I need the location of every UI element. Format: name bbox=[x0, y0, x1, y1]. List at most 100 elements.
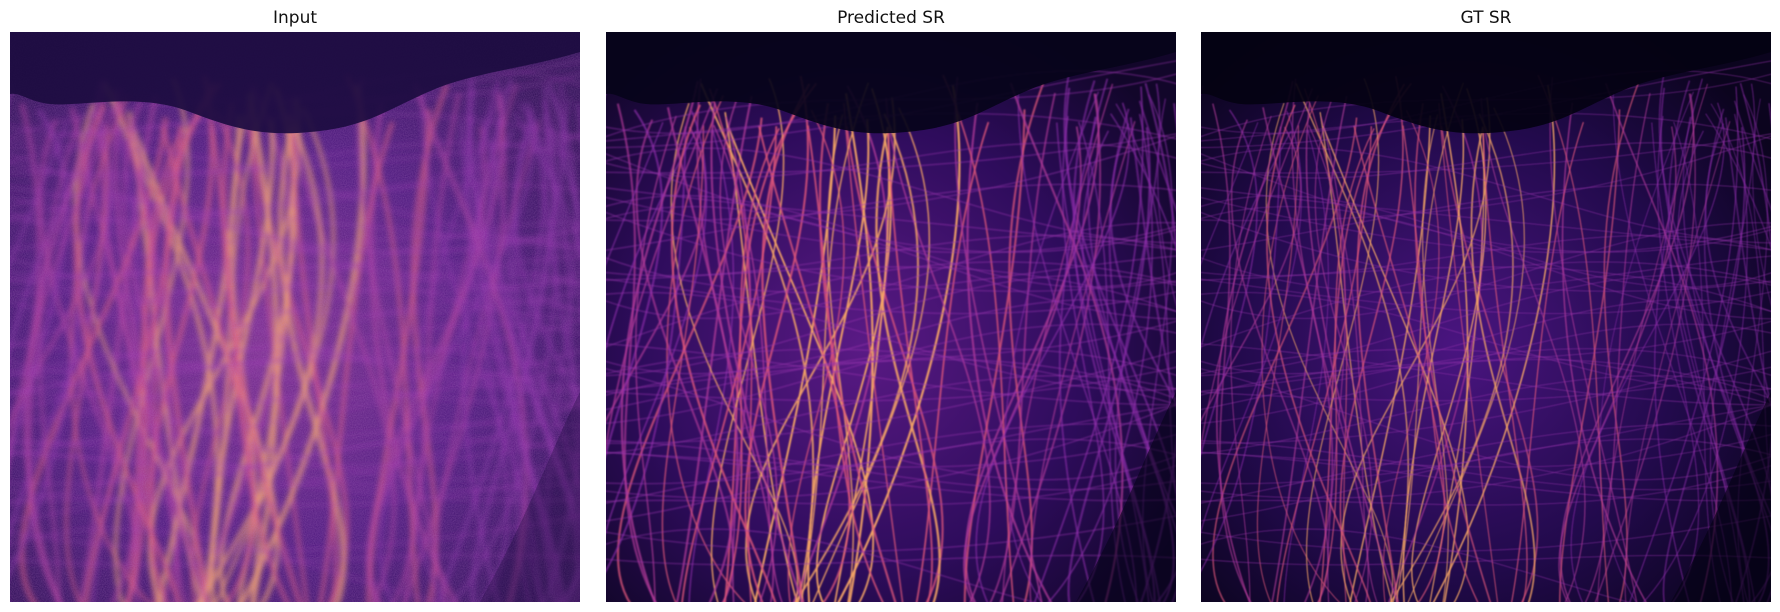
filament bbox=[942, 74, 1015, 602]
filament bbox=[1201, 404, 1771, 499]
filament bbox=[606, 255, 1176, 294]
filament bbox=[1201, 292, 1771, 391]
filament bbox=[606, 261, 1176, 348]
filament bbox=[606, 291, 1176, 391]
filament bbox=[1752, 98, 1771, 306]
filament bbox=[1201, 126, 1302, 423]
filament bbox=[725, 116, 752, 602]
filament bbox=[1339, 75, 1404, 602]
filament bbox=[1201, 465, 1771, 506]
filament bbox=[1201, 451, 1771, 502]
filament bbox=[1624, 121, 1731, 602]
filament bbox=[1201, 183, 1771, 251]
filament bbox=[1216, 80, 1294, 602]
filament bbox=[606, 323, 1176, 424]
filament bbox=[620, 80, 699, 602]
filament bbox=[719, 100, 778, 602]
filament bbox=[635, 115, 677, 602]
filament bbox=[1201, 133, 1771, 174]
gt-sr-microscopy-image bbox=[1201, 32, 1771, 602]
filament bbox=[1480, 98, 1586, 602]
extracellular-corner bbox=[1076, 392, 1176, 602]
filament bbox=[606, 153, 1176, 253]
filament bbox=[1356, 83, 1406, 602]
filament bbox=[1276, 126, 1373, 602]
filament bbox=[1211, 103, 1252, 602]
filament bbox=[606, 320, 1176, 396]
filament bbox=[1201, 255, 1771, 294]
filament bbox=[1201, 404, 1771, 485]
filament bbox=[1201, 528, 1630, 602]
filament bbox=[1710, 103, 1771, 498]
filament bbox=[1201, 110, 1302, 534]
filament bbox=[606, 451, 1176, 502]
filament bbox=[1597, 83, 1709, 602]
filament bbox=[754, 115, 837, 602]
filament bbox=[670, 104, 777, 602]
filament bbox=[606, 110, 708, 534]
panel-title-predicted-sr: Predicted SR bbox=[837, 8, 945, 28]
filament bbox=[1201, 195, 1771, 288]
filament bbox=[670, 102, 799, 602]
filament bbox=[1429, 128, 1485, 602]
filament bbox=[1201, 135, 1771, 222]
input-microscopy-image bbox=[10, 32, 580, 602]
filament bbox=[606, 433, 1176, 468]
filament bbox=[1201, 299, 1771, 375]
filament bbox=[1537, 74, 1610, 602]
filament bbox=[1411, 88, 1487, 602]
filament bbox=[818, 103, 897, 602]
filament bbox=[606, 465, 1176, 506]
filament bbox=[1291, 78, 1370, 602]
filament bbox=[1340, 97, 1491, 602]
extracellular-corner bbox=[1671, 392, 1771, 602]
filament bbox=[1109, 123, 1176, 406]
filament bbox=[1414, 103, 1492, 602]
filament bbox=[1402, 119, 1465, 602]
filament bbox=[885, 98, 991, 602]
filament bbox=[1271, 95, 1348, 602]
filament bbox=[1584, 92, 1651, 602]
filament bbox=[1110, 113, 1176, 250]
filament bbox=[1482, 129, 1528, 602]
filament bbox=[1256, 125, 1299, 602]
filament bbox=[1201, 153, 1771, 253]
filament bbox=[676, 95, 753, 602]
filament bbox=[606, 350, 1176, 444]
filament-network bbox=[606, 60, 1176, 602]
filament bbox=[606, 135, 1176, 222]
filament bbox=[606, 366, 1176, 402]
filament bbox=[963, 109, 1026, 602]
filament bbox=[1314, 100, 1373, 602]
filament bbox=[1201, 515, 1771, 552]
filament bbox=[1201, 88, 1313, 450]
filament bbox=[1705, 113, 1771, 250]
filament bbox=[606, 183, 1176, 251]
filament bbox=[1201, 261, 1771, 348]
filament bbox=[606, 206, 1176, 320]
filament bbox=[1201, 278, 1771, 314]
filament bbox=[1559, 109, 1621, 602]
extracellular-region bbox=[10, 32, 580, 134]
filament bbox=[1201, 323, 1771, 424]
filament bbox=[1261, 95, 1341, 602]
filament bbox=[1266, 104, 1372, 602]
filament bbox=[606, 211, 1176, 292]
extracellular-region bbox=[606, 32, 1176, 134]
filament bbox=[606, 358, 1176, 400]
filament bbox=[681, 126, 778, 602]
filament bbox=[1201, 366, 1771, 402]
filament bbox=[606, 122, 664, 266]
filament bbox=[1115, 103, 1176, 500]
filament bbox=[1201, 235, 1771, 277]
filament bbox=[606, 528, 1036, 602]
filament bbox=[1201, 423, 1771, 504]
filament bbox=[989, 92, 1056, 602]
filament bbox=[1201, 438, 1771, 522]
panel-predicted-sr: Predicted SR bbox=[606, 0, 1176, 612]
predicted-sr-microscopy-image bbox=[606, 32, 1176, 602]
filament bbox=[606, 274, 1176, 377]
filament bbox=[1129, 117, 1176, 410]
filament bbox=[1201, 206, 1771, 320]
